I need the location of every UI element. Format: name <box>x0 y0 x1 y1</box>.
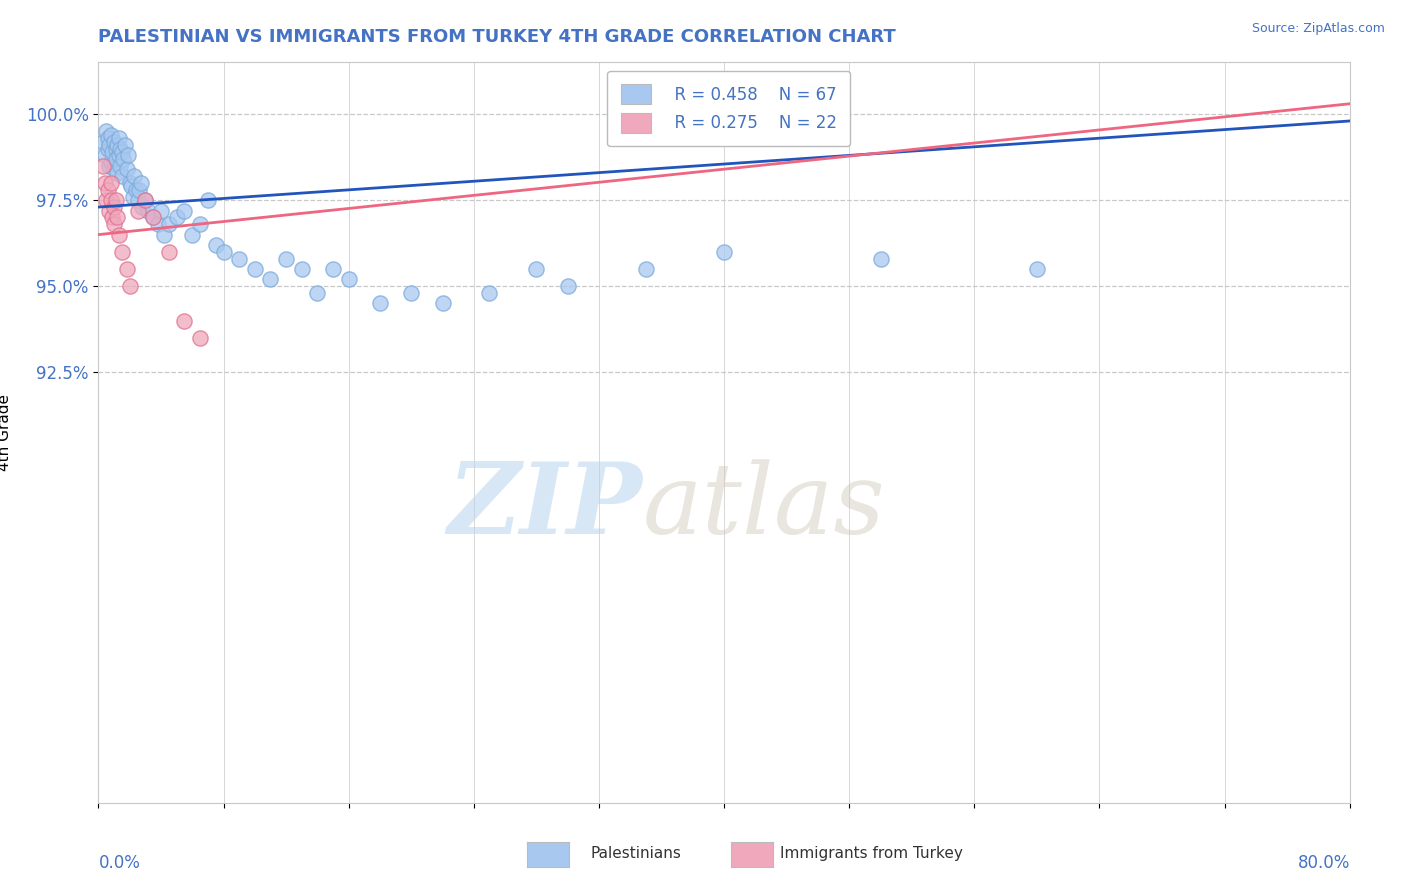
Point <box>98 203 121 218</box>
Point <box>142 211 165 225</box>
Point <box>142 211 165 225</box>
Point <box>526 262 548 277</box>
Point <box>322 262 344 277</box>
Point <box>478 286 501 301</box>
Point <box>127 203 149 218</box>
Point <box>1026 262 1049 277</box>
Point <box>114 138 136 153</box>
Point <box>117 148 139 162</box>
Point <box>105 166 128 180</box>
Legend:   R = 0.458    N = 67,   R = 0.275    N = 22: R = 0.458 N = 67, R = 0.275 N = 22 <box>607 70 851 146</box>
Point <box>93 148 115 162</box>
Point <box>432 296 454 310</box>
Point <box>91 135 114 149</box>
Point <box>98 138 121 153</box>
Point <box>124 169 146 183</box>
Text: Palestinians: Palestinians <box>591 847 682 861</box>
Point <box>188 331 211 345</box>
Point <box>157 244 180 259</box>
Point <box>291 262 314 277</box>
Point <box>134 193 156 207</box>
Point <box>105 138 128 153</box>
Point <box>98 159 121 173</box>
Point <box>97 131 120 145</box>
Point <box>129 176 152 190</box>
Point <box>157 217 180 231</box>
Point <box>107 227 129 242</box>
Text: Source: ZipAtlas.com: Source: ZipAtlas.com <box>1251 22 1385 36</box>
Point <box>557 279 579 293</box>
Point <box>204 238 226 252</box>
Point <box>100 128 122 142</box>
Point <box>259 272 281 286</box>
Point <box>121 190 143 204</box>
Point <box>115 262 138 277</box>
Point <box>274 252 298 266</box>
Point <box>91 159 114 173</box>
Point <box>212 244 235 259</box>
Point <box>110 142 132 156</box>
Point <box>118 279 141 293</box>
Text: atlas: atlas <box>643 459 886 554</box>
Point <box>112 152 135 166</box>
Point <box>115 162 138 177</box>
Point <box>243 262 266 277</box>
Point <box>153 227 176 242</box>
Point <box>127 193 149 207</box>
Point <box>188 217 211 231</box>
Point <box>134 193 156 207</box>
Point <box>111 244 134 259</box>
Point <box>869 252 891 266</box>
Point <box>101 211 124 225</box>
Point <box>401 286 423 301</box>
Point <box>93 176 115 190</box>
Point <box>104 142 127 156</box>
Point <box>138 203 160 218</box>
Point <box>120 179 142 194</box>
Text: ZIP: ZIP <box>447 458 643 555</box>
Point <box>125 183 148 197</box>
Point <box>104 152 127 166</box>
Point <box>96 193 118 207</box>
Text: 80.0%: 80.0% <box>1298 855 1350 872</box>
Point <box>101 145 124 159</box>
Point <box>103 162 125 177</box>
Point <box>97 183 120 197</box>
Point <box>131 200 153 214</box>
Point <box>100 193 122 207</box>
Point <box>713 244 735 259</box>
Point <box>228 252 250 266</box>
Point <box>166 211 188 225</box>
Point <box>103 200 125 214</box>
Point <box>111 169 134 183</box>
Point <box>110 159 132 173</box>
Point <box>107 148 129 162</box>
Point <box>107 131 129 145</box>
Point <box>100 155 122 169</box>
Point <box>150 203 173 218</box>
Text: 0.0%: 0.0% <box>98 855 141 872</box>
Y-axis label: 4th Grade: 4th Grade <box>0 394 11 471</box>
Point <box>368 296 391 310</box>
Point <box>307 286 329 301</box>
Point <box>103 217 125 231</box>
Point <box>181 227 204 242</box>
Point <box>118 176 141 190</box>
Point <box>634 262 657 277</box>
Point <box>103 135 125 149</box>
Point <box>146 217 169 231</box>
Point <box>197 193 219 207</box>
Point <box>173 314 195 328</box>
Point <box>104 193 127 207</box>
Point <box>100 176 122 190</box>
Point <box>96 124 118 138</box>
Point <box>173 203 195 218</box>
Point <box>97 142 120 156</box>
Point <box>105 211 128 225</box>
Text: Immigrants from Turkey: Immigrants from Turkey <box>780 847 963 861</box>
Point <box>111 145 134 159</box>
Point <box>337 272 360 286</box>
Point <box>128 183 150 197</box>
Text: PALESTINIAN VS IMMIGRANTS FROM TURKEY 4TH GRADE CORRELATION CHART: PALESTINIAN VS IMMIGRANTS FROM TURKEY 4T… <box>98 28 896 45</box>
